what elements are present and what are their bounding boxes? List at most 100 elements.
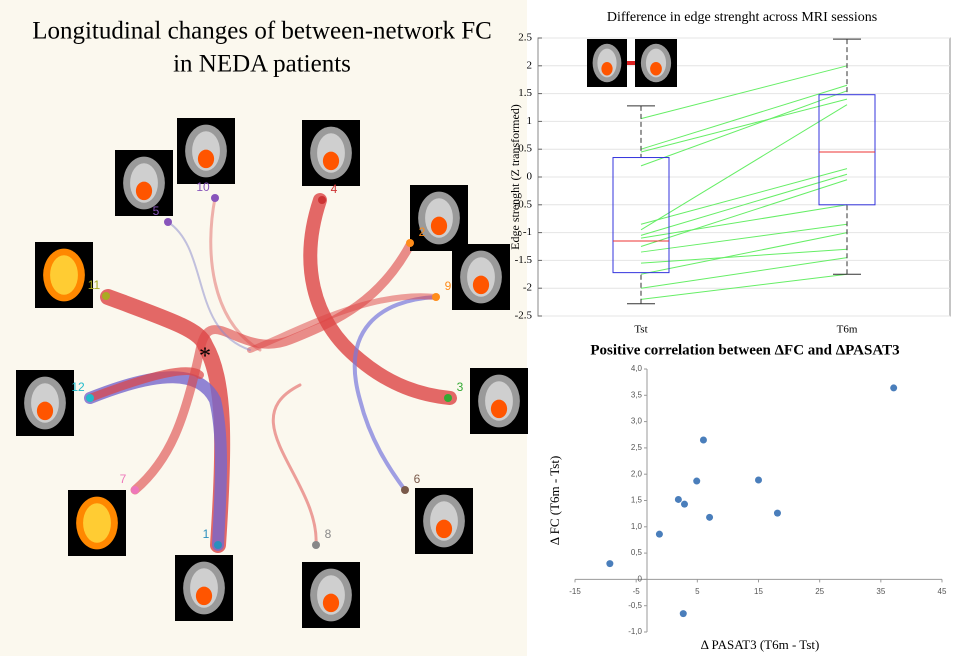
y-tick-label: 1 [527,115,533,127]
x-tick-label: Tst [634,324,647,336]
y-tick-label: 2 [527,59,533,71]
node-label: 11 [88,278,101,292]
paired-line [640,273,848,300]
activation [435,519,453,539]
y-tick-label: 0 [527,171,533,183]
y-tick-label: 1,0 [631,522,643,531]
y-tick-label: -2.5 [515,310,533,322]
node [164,218,172,226]
x-tick-label: T6m [837,324,858,336]
node [444,394,452,402]
paired-line [640,173,848,236]
paired-line [640,232,848,275]
y-tick-label: 0,5 [631,548,643,557]
node [211,194,219,202]
y-tick-label: 3,5 [631,390,643,399]
node-label: 9 [445,279,452,293]
paired-line [640,90,848,167]
node-label: 8 [325,527,332,541]
chart-title: Difference in edge strenght across MRI s… [607,10,877,25]
x-tick-label: -5 [633,587,641,596]
activation [36,401,54,421]
y-tick-label: -1 [523,226,532,238]
y-tick-label: 2,0 [631,469,643,478]
node-label: 10 [196,180,210,194]
point [655,530,663,538]
activation [135,181,153,201]
y-tick-label: 4,0 [631,364,643,373]
x-tick-label: 5 [695,587,700,596]
paired-line [640,65,848,120]
y-tick-label: -0,5 [628,601,642,610]
chart-title: Positive correlation between ΔFC and ΔPA… [590,342,899,358]
node [401,486,409,494]
y-tick-label: 2,5 [631,443,643,452]
activation [322,151,340,171]
y-tick-label: -1.5 [515,254,533,266]
node [86,394,94,402]
box [818,94,876,206]
activation [490,399,508,419]
y-tick-label: 3,0 [631,417,643,426]
y-tick-label: -2 [523,282,532,294]
point [755,476,762,484]
point [606,560,614,568]
node [131,486,139,494]
left-panel [0,0,527,656]
paired-line [640,257,848,289]
y-tick-label: 2.5 [518,32,532,44]
paired-line [640,104,848,231]
activation [195,586,213,606]
y-tick-label: -1,0 [628,627,642,636]
node [406,239,414,247]
point [680,500,688,508]
y-axis-label: Δ FC (T6m - Tst) [547,456,562,546]
x-tick-label: 45 [938,587,947,596]
x-axis-label: Δ PASAT3 (T6m - Tst) [701,637,820,652]
point [674,495,682,503]
node-label: 12 [71,380,85,394]
point [699,436,707,444]
activation [197,149,215,169]
y-tick-label: 0 [638,575,643,584]
x-tick-label: 35 [876,587,885,596]
node [318,196,326,204]
node-label: 4 [331,182,338,196]
point [693,477,701,485]
node [214,541,222,549]
point [679,610,687,618]
node-label: 3 [457,380,464,394]
activation [322,593,340,613]
node-label: 5 [153,204,160,218]
paired-line [640,84,848,150]
y-tick-label: 1,5 [631,496,643,505]
paired-line [640,179,848,247]
point [890,384,898,392]
paired-line [640,223,848,253]
y-tick-label: 0.5 [518,143,532,155]
x-tick-label: -15 [569,587,581,596]
node-label: 1 [203,527,210,541]
annotation: * [199,344,211,370]
paired-line [640,168,848,225]
point [773,509,781,517]
node [102,292,110,300]
node [312,541,320,549]
activation [430,216,448,236]
paired-line [640,98,848,153]
y-tick-label: -0.5 [515,198,533,210]
x-tick-label: 25 [815,587,824,596]
node-label: 7 [120,472,127,486]
brain-inner [83,503,111,543]
y-axis-label: Edge strenght (Z transformed) [508,104,522,250]
node [432,293,440,301]
x-tick-label: 15 [754,587,763,596]
point [706,513,714,521]
connections [84,193,457,553]
paired-line [640,248,848,264]
box [612,157,670,274]
activation [472,275,490,295]
paired-line [640,204,848,239]
diagram-title-2: in NEDA patients [173,51,351,78]
